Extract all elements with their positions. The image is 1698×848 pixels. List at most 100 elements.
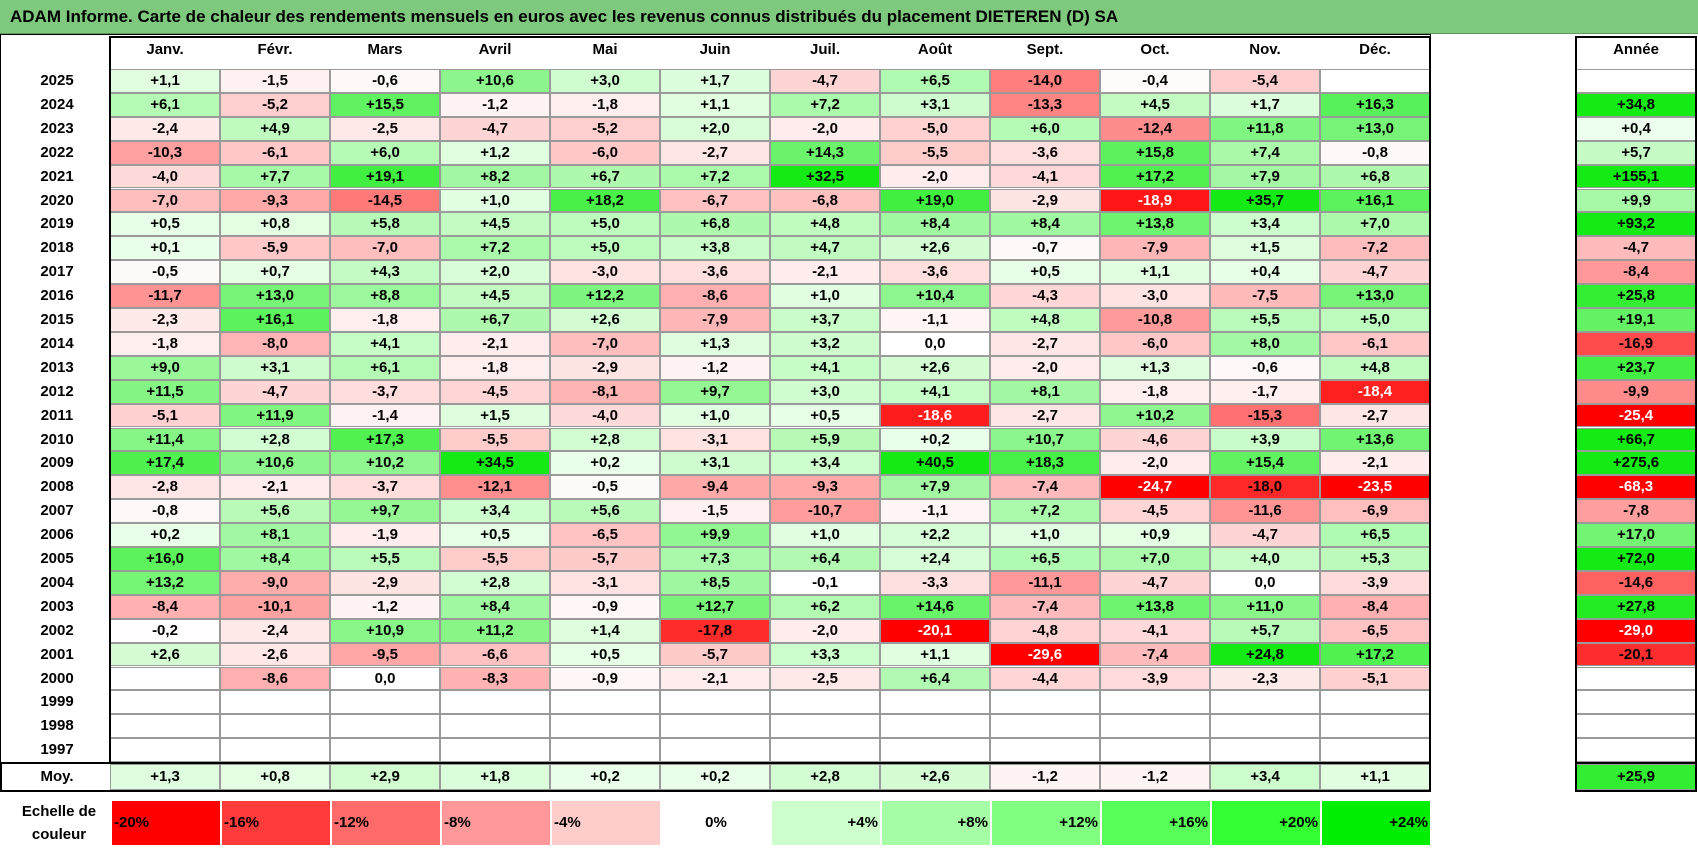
heatmap-cell: -0,8 xyxy=(110,499,220,524)
heatmap-cell: +18,3 xyxy=(990,451,1100,476)
heatmap-cell: -4,5 xyxy=(440,379,550,404)
heatmap-cell: -3,0 xyxy=(550,260,660,285)
heatmap-cell: +3,8 xyxy=(660,236,770,261)
heatmap-cell: -7,4 xyxy=(990,594,1100,619)
annual-cell: +66,7 xyxy=(1576,427,1696,452)
heatmap-cell: +15,5 xyxy=(330,92,440,117)
heatmap-cell: -3,6 xyxy=(990,140,1100,165)
heatmap-cell: +8,1 xyxy=(220,523,330,547)
heatmap-cell: -8,6 xyxy=(220,666,330,691)
heatmap-cell: -8,6 xyxy=(660,284,770,308)
heatmap-cell: +0,4 xyxy=(1210,260,1320,285)
heatmap-cell xyxy=(440,738,550,763)
heatmap-cell: +13,6 xyxy=(1320,427,1430,452)
heatmap-cell: +19,1 xyxy=(330,164,440,189)
heatmap-cell: -7,4 xyxy=(990,475,1100,500)
heatmap-cell: +0,5 xyxy=(990,260,1100,285)
heatmap-cell xyxy=(1210,738,1320,763)
heatmap-cell: -2,1 xyxy=(1320,451,1430,476)
annual-cell: +34,8 xyxy=(1576,92,1696,117)
heatmap-cell: -2,3 xyxy=(1210,666,1320,691)
heatmap-cell: -4,4 xyxy=(990,666,1100,691)
heatmap-cell: -6,6 xyxy=(440,642,550,667)
heatmap-cell: -2,0 xyxy=(770,116,880,141)
heatmap-cell: +2,8 xyxy=(220,427,330,452)
annual-cell: -25,4 xyxy=(1576,403,1696,428)
year-label: 2025 xyxy=(40,72,74,89)
heatmap-cell xyxy=(990,738,1100,763)
heatmap-cell: +13,0 xyxy=(220,284,330,308)
heatmap-cell: +0,7 xyxy=(220,260,330,285)
heatmap-cell: -4,3 xyxy=(990,284,1100,308)
heatmap-cell: +10,2 xyxy=(1100,403,1210,428)
heatmap-cell xyxy=(1320,690,1430,715)
heatmap-cell xyxy=(1100,690,1210,715)
heatmap-cell: +3,7 xyxy=(770,308,880,332)
heatmap-cell: -4,8 xyxy=(990,618,1100,643)
heatmap-cell: +7,2 xyxy=(990,499,1100,524)
annual-cell: -16,9 xyxy=(1576,331,1696,356)
annual-header: Année xyxy=(1613,41,1659,58)
heatmap-cell: +6,0 xyxy=(990,116,1100,141)
heatmap-cell: -10,7 xyxy=(770,499,880,524)
heatmap-cell: +7,7 xyxy=(220,164,330,189)
average-cell: +3,4 xyxy=(1210,764,1320,790)
year-label: 2000 xyxy=(40,669,74,687)
heatmap-cell: +16,0 xyxy=(110,547,220,571)
heatmap-cell: +5,6 xyxy=(550,499,660,524)
heatmap-cell: +6,2 xyxy=(770,594,880,619)
heatmap-cell: -29,6 xyxy=(990,642,1100,667)
heatmap-cell: -7,5 xyxy=(1210,284,1320,308)
heatmap-cell: +12,2 xyxy=(550,284,660,308)
heatmap-cell: +3,2 xyxy=(770,331,880,356)
heatmap-cell: +3,3 xyxy=(770,642,880,667)
heatmap-cell: -0,2 xyxy=(110,618,220,643)
heatmap-cell: -18,0 xyxy=(1210,475,1320,500)
heatmap-cell xyxy=(330,714,440,739)
heatmap-cell: -3,6 xyxy=(660,260,770,285)
heatmap-cell: +12,7 xyxy=(660,594,770,619)
annual-cell: +23,7 xyxy=(1576,355,1696,380)
heatmap-cell: +7,2 xyxy=(770,92,880,117)
scale-swatch: -12% xyxy=(332,801,440,845)
heatmap-cell: +2,8 xyxy=(550,427,660,452)
heatmap-cell: +9,7 xyxy=(660,379,770,404)
heatmap-cell: +10,2 xyxy=(330,451,440,476)
heatmap-cell: +1,3 xyxy=(1100,355,1210,380)
heatmap-cell: -24,7 xyxy=(1100,475,1210,500)
heatmap-cell: -4,1 xyxy=(990,164,1100,189)
heatmap-cell xyxy=(550,690,660,715)
scale-swatch: -8% xyxy=(442,801,550,845)
heatmap-cell: -20,1 xyxy=(880,618,990,643)
heatmap-cell: -8,4 xyxy=(1320,594,1430,619)
average-cell: +1,3 xyxy=(110,764,220,790)
heatmap-cell: -1,4 xyxy=(330,403,440,428)
annual-cell: -14,6 xyxy=(1576,570,1696,595)
heatmap-cell: +8,1 xyxy=(990,379,1100,404)
heatmap-cell: +5,0 xyxy=(550,212,660,237)
heatmap-cell: +6,8 xyxy=(1320,164,1430,189)
heatmap-cell: +1,0 xyxy=(440,188,550,213)
heatmap-cell: +0,2 xyxy=(880,427,990,452)
heatmap-cell: +14,3 xyxy=(770,140,880,165)
heatmap-cell: +4,5 xyxy=(440,284,550,308)
average-cell: +1,1 xyxy=(1320,764,1430,790)
heatmap-cell: -2,9 xyxy=(550,355,660,380)
heatmap-cell: -7,4 xyxy=(1100,642,1210,667)
heatmap-cell: +5,5 xyxy=(1210,308,1320,332)
heatmap-cell: -6,1 xyxy=(1320,331,1430,356)
heatmap-cell: +5,3 xyxy=(1320,547,1430,571)
heatmap-cell: -1,7 xyxy=(1210,379,1320,404)
heatmap-cell xyxy=(880,738,990,763)
heatmap-cell: -2,5 xyxy=(770,666,880,691)
heatmap-cell xyxy=(110,666,220,691)
annual-cell xyxy=(1576,738,1696,763)
heatmap-cell: +3,0 xyxy=(770,379,880,404)
heatmap-cell: -2,4 xyxy=(220,618,330,643)
heatmap-cell: +4,1 xyxy=(880,379,990,404)
heatmap-cell: -2,0 xyxy=(1100,451,1210,476)
heatmap-cell: 0,0 xyxy=(1210,570,1320,595)
year-label: 2003 xyxy=(40,597,74,615)
heatmap-cell: +7,3 xyxy=(660,547,770,571)
heatmap-cell: -10,3 xyxy=(110,140,220,165)
